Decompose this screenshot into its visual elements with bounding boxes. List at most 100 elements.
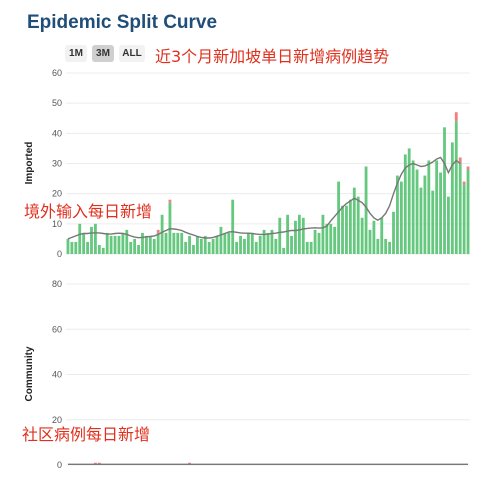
y-tick-label: 60	[52, 324, 62, 334]
bar	[356, 196, 360, 254]
bar	[129, 241, 133, 254]
bar	[258, 235, 262, 254]
y-tick-label: 60	[52, 68, 62, 78]
bar	[227, 232, 231, 254]
bar	[239, 235, 242, 254]
bar	[450, 142, 454, 254]
bar	[458, 157, 462, 164]
bar	[466, 166, 470, 170]
y-axis-label: Community	[24, 346, 35, 401]
bar	[360, 217, 364, 254]
bar	[133, 238, 137, 254]
bar	[270, 229, 274, 254]
bar	[78, 223, 82, 254]
bar	[199, 238, 203, 254]
bar	[352, 187, 356, 254]
bar	[254, 241, 258, 254]
bar	[152, 238, 156, 254]
bar	[313, 229, 317, 254]
bar	[66, 238, 70, 254]
bar	[188, 235, 191, 254]
bar	[141, 232, 144, 254]
y-tick-label: 40	[52, 128, 62, 138]
bar	[266, 232, 270, 254]
y-tick-label: 20	[52, 189, 62, 199]
bar	[419, 187, 423, 254]
y-tick-label: 40	[52, 370, 62, 380]
range-button-3m[interactable]: 3M	[92, 45, 114, 62]
bar	[297, 214, 301, 254]
bar	[176, 232, 180, 254]
bar	[195, 235, 199, 254]
bar	[431, 190, 435, 254]
bar	[321, 214, 325, 254]
bar	[435, 160, 439, 254]
bar	[144, 235, 148, 254]
bar	[399, 181, 403, 254]
bar	[101, 247, 105, 254]
bar	[219, 226, 223, 254]
bar	[341, 205, 344, 254]
bar	[70, 241, 74, 254]
bar	[164, 232, 168, 254]
range-button-all[interactable]: ALL	[119, 45, 145, 62]
bar	[345, 205, 348, 254]
y-tick-label: 10	[52, 219, 62, 229]
bar	[415, 169, 419, 254]
annotation-top: 近3个月新加坡单日新增病例趋势	[155, 47, 390, 66]
bar	[109, 235, 113, 254]
bar	[392, 211, 395, 254]
bar	[215, 235, 219, 254]
range-button-1m[interactable]: 1M	[65, 45, 87, 62]
bar	[168, 199, 172, 203]
bar	[250, 232, 254, 254]
annotation-imported: 境外输入每日新增	[24, 202, 153, 221]
bar	[203, 235, 207, 254]
bar	[447, 196, 450, 254]
bar	[207, 241, 211, 254]
bar	[286, 214, 290, 254]
bar	[454, 112, 458, 122]
bar	[184, 241, 188, 254]
bar	[301, 217, 305, 254]
bar	[86, 241, 89, 254]
bar	[439, 172, 442, 254]
bar	[105, 232, 109, 254]
bar	[388, 241, 392, 254]
chart-title: Epidemic Split Curve	[27, 12, 218, 33]
bar	[235, 241, 239, 254]
bar	[368, 229, 372, 254]
bar	[423, 175, 427, 254]
bar	[148, 235, 152, 254]
bar	[278, 217, 282, 254]
bar	[82, 232, 86, 254]
bar	[458, 163, 462, 254]
y-tick-label: 80	[52, 279, 62, 289]
bar	[180, 232, 184, 254]
y-tick-label: 30	[52, 159, 62, 169]
bar	[137, 244, 140, 254]
bar	[231, 199, 235, 254]
average-line	[67, 156, 461, 240]
bar	[243, 238, 246, 254]
bar	[380, 217, 384, 254]
bar	[97, 244, 101, 254]
bar	[317, 232, 321, 254]
bar	[407, 148, 411, 254]
bar	[348, 199, 352, 254]
bar	[462, 184, 466, 254]
bar	[90, 226, 93, 254]
bar	[211, 238, 215, 254]
bar	[246, 232, 250, 254]
bar	[125, 229, 129, 254]
annotation-community: 社区病例每日新增	[22, 425, 151, 444]
bar	[376, 238, 380, 254]
bar	[396, 175, 399, 254]
y-tick-label: 0	[57, 460, 62, 470]
bar	[329, 223, 333, 254]
bar	[223, 232, 227, 254]
bar	[411, 160, 415, 254]
bar	[172, 232, 176, 254]
bar	[121, 232, 125, 254]
